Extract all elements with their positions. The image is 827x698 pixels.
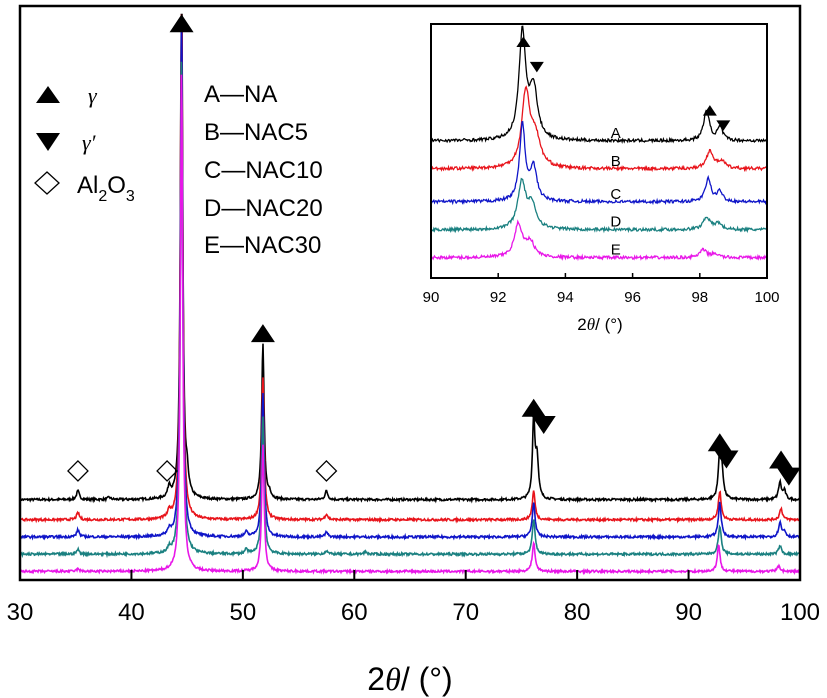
inset-curve-label: B	[611, 153, 621, 170]
sample-legend-entry: B—NAC5	[204, 119, 308, 146]
inset-curve-label: A	[611, 125, 621, 142]
legend-al2o3-label: Al2O3	[77, 172, 135, 205]
sample-legend: A—NA B—NAC5 C—NAC10 D—NAC20 E—NAC30	[204, 81, 323, 259]
series-C-line	[19, 17, 801, 541]
sample-legend-entry: D—NAC20	[204, 195, 323, 222]
al2o3-marker	[156, 460, 179, 482]
inset-x-axis: 90 92 94 96 98 100	[423, 273, 780, 306]
inset-x-tick-label: 96	[624, 289, 641, 306]
gamma-marker	[169, 14, 194, 33]
sample-legend-entry: E—NAC30	[204, 232, 321, 259]
phase-legend: γ γ′ Al2O3	[34, 83, 135, 205]
inset-x-tick-label: 100	[754, 289, 779, 306]
x-tick-label: 50	[230, 599, 257, 626]
inset-gamma-marker	[516, 36, 531, 48]
inset-curves	[430, 25, 767, 262]
inset-x-tick-label: 94	[557, 289, 574, 306]
x-label-theta: θ	[385, 661, 401, 697]
x-tick-label: 30	[7, 599, 34, 626]
inset-series-E-line	[430, 219, 767, 262]
legend-gamma-prime-triangle-icon	[36, 133, 60, 151]
gamma-prime-marker	[776, 467, 801, 486]
x-tick-label: 60	[341, 599, 368, 626]
inset-series-A-line	[430, 25, 767, 144]
x-label-prefix: 2	[367, 661, 385, 697]
inset-x-axis-label: 2θ/ (°)	[577, 315, 622, 334]
x-tick-label: 40	[118, 599, 145, 626]
sample-legend-entry: C—NAC10	[204, 157, 323, 184]
main-curves	[19, 13, 801, 576]
inset-curve-label: D	[610, 214, 621, 231]
gamma-marker	[769, 450, 794, 469]
x-tick-label: 70	[452, 599, 479, 626]
inset-plot-frame	[430, 23, 768, 279]
legend-al2o3-diamond-icon	[34, 171, 60, 195]
series-B-line	[19, 14, 801, 524]
inset-gamma-prime-marker	[716, 120, 731, 131]
x-tick-label: 80	[564, 599, 591, 626]
inset-x-tick-label: 92	[490, 289, 507, 306]
legend-gamma-prime-label: γ′	[82, 130, 97, 155]
x-label-suffix: / (°)	[401, 661, 453, 697]
inset-x-tick-label: 90	[423, 289, 440, 306]
series-A-line	[19, 13, 801, 504]
inset-series-B-line	[430, 85, 767, 173]
x-tick-label: 100	[780, 599, 820, 626]
series-D-line	[19, 61, 801, 559]
series-E-line	[19, 74, 801, 576]
al2o3-marker	[67, 460, 89, 482]
main-plot-frame	[18, 4, 802, 582]
inset-series-C-line	[431, 120, 767, 206]
main-x-axis: 30 40 50 60 70 80 90 100	[7, 570, 820, 626]
gamma-marker	[707, 433, 732, 452]
inset-gamma-marker	[702, 105, 717, 116]
gamma-marker	[250, 324, 275, 343]
inset-curve-label: E	[611, 242, 621, 259]
inset-gamma-prime-marker	[529, 61, 544, 73]
inset-series-D-line	[430, 177, 767, 234]
x-tick-label: 90	[675, 599, 702, 626]
inset-x-tick-label: 98	[691, 289, 708, 306]
legend-gamma-triangle-icon	[36, 86, 60, 103]
al2o3-marker	[315, 460, 338, 482]
gamma-prime-marker	[531, 416, 556, 435]
inset-curve-label: C	[610, 186, 621, 203]
gamma-prime-marker	[714, 450, 739, 469]
sample-legend-entry: A—NA	[204, 81, 277, 108]
main-phase-markers	[67, 14, 801, 486]
main-x-axis-label: 2θ/ (°)	[367, 661, 452, 697]
gamma-marker	[521, 398, 546, 417]
legend-gamma-label: γ	[88, 83, 98, 108]
inset-background	[431, 24, 767, 278]
inset-phase-markers	[516, 36, 731, 131]
